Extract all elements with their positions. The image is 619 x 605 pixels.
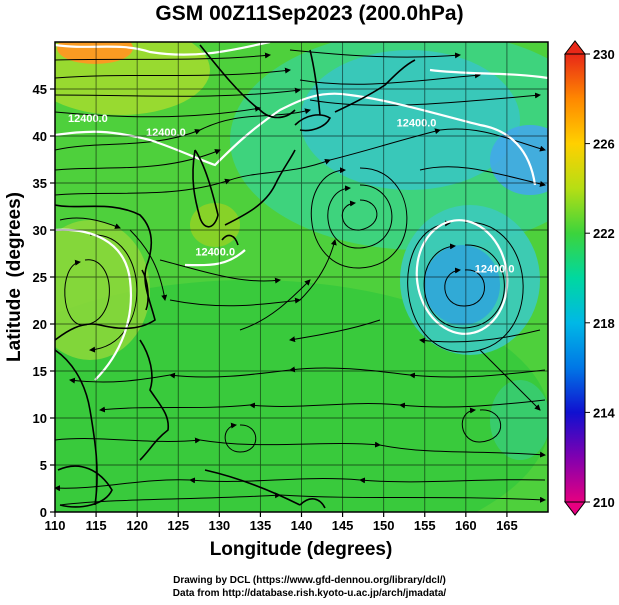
contour-label: 12400.0 xyxy=(397,118,437,130)
contour-label: 12400.0 xyxy=(195,246,235,258)
x-tick-label-135: 135 xyxy=(250,518,272,533)
x-tick-label-160: 160 xyxy=(455,518,477,533)
x-tick-label-145: 145 xyxy=(332,518,354,533)
map-plot-area: 12400.0 12400.0 12400.0 12400.0 12400.0 xyxy=(55,42,548,512)
coastline-sakhalin-kurils xyxy=(309,49,416,116)
colorbar-top-triangle xyxy=(563,40,587,55)
height-contour-west-high xyxy=(55,228,132,381)
colorbar-body xyxy=(564,53,586,503)
colorbar-tick-label: 210 xyxy=(593,495,615,510)
colorbar-tick-label: 222 xyxy=(593,226,615,241)
x-tick-label-165: 165 xyxy=(496,518,518,533)
coastlines xyxy=(55,44,416,509)
y-tick-label-10: 10 xyxy=(33,411,47,426)
height-contour-japan xyxy=(184,249,246,267)
coastline-philippines xyxy=(139,339,170,461)
temperature-field-cyan-north xyxy=(300,50,520,190)
height-contour-north-west xyxy=(55,42,271,56)
height-contours xyxy=(55,42,548,381)
x-tick-label-110: 110 xyxy=(45,518,66,533)
coastline-japan-kyushu xyxy=(221,234,239,246)
temperature-field-cool-pocket-east xyxy=(490,380,548,460)
coastline-taiwan xyxy=(141,269,149,311)
coastline-borneo xyxy=(57,465,113,508)
y-tick-label-15: 15 xyxy=(33,364,47,379)
colorbar-bottom-triangle xyxy=(563,501,587,516)
x-tick-label-130: 130 xyxy=(208,518,230,533)
height-contour-north xyxy=(55,92,537,186)
coastline-micronesia xyxy=(299,498,326,509)
colorbar-tick-label: 226 xyxy=(593,137,615,152)
x-tick-label-140: 140 xyxy=(291,518,313,533)
coastline-japan-honshu xyxy=(224,149,296,226)
coastline-asia-mainland xyxy=(55,204,156,341)
colorbar-tick-label: 218 xyxy=(593,316,615,331)
map-title: GSM 00Z11Sep2023 (200.0hPa) xyxy=(155,2,464,25)
graticule-grid xyxy=(55,42,548,512)
temperature-field-blue-northeast xyxy=(490,125,548,195)
y-tick-label-40: 40 xyxy=(33,129,47,144)
y-tick-label-45: 45 xyxy=(33,82,47,97)
coastline-russia-east xyxy=(199,44,296,119)
y-tick-label-30: 30 xyxy=(33,223,47,238)
temperature-field-blue-anticyclone xyxy=(424,245,500,325)
credit-drawing: Drawing by DCL (https://www.gfd-dennou.o… xyxy=(173,575,446,586)
coastline-new-guinea xyxy=(204,469,301,506)
y-tick-label-0: 0 xyxy=(40,505,47,520)
x-tick-label-120: 120 xyxy=(126,518,148,533)
y-tick-label-20: 20 xyxy=(33,317,47,332)
temperature-field-warm-north xyxy=(55,42,210,115)
colorbar-tick-label: 230 xyxy=(593,47,615,62)
temperature-field-warm-west xyxy=(55,220,150,360)
x-axis: 110 115 120 125 130 135 140 145 150 155 160 165 xyxy=(45,512,518,533)
contour-label: 12400.0 xyxy=(68,113,108,125)
wind-streamlines xyxy=(55,49,546,506)
contour-label: 12400.0 xyxy=(475,263,515,275)
colorbar: 230 226 222 218 214 210 xyxy=(563,40,615,516)
height-contour-northeast xyxy=(429,68,548,80)
coastline-indochina xyxy=(55,349,98,506)
y-axis: 0 5 10 15 20 25 30 35 40 45 xyxy=(33,82,55,520)
y-tick-label-35: 35 xyxy=(33,176,47,191)
y-axis-title: Latitude (degrees) xyxy=(4,192,25,362)
x-tick-label-155: 155 xyxy=(414,518,436,533)
coastline-korea xyxy=(192,149,219,228)
colorbar-ticks: 230 226 222 218 214 210 xyxy=(585,47,615,510)
credit-data-source: Data from http://database.rish.kyoto-u.a… xyxy=(172,588,447,599)
x-tick-label-125: 125 xyxy=(167,518,189,533)
coastline-hokkaido xyxy=(294,114,332,132)
y-tick-label-25: 25 xyxy=(33,270,47,285)
colorbar-tick-label: 214 xyxy=(593,405,615,420)
x-tick-label-150: 150 xyxy=(373,518,395,533)
x-tick-label-115: 115 xyxy=(86,518,107,533)
credits: Drawing by DCL (https://www.gfd-dennou.o… xyxy=(0,574,619,600)
contour-label: 12400.0 xyxy=(146,127,186,139)
y-tick-label-5: 5 xyxy=(40,458,47,473)
x-axis-title: Longitude (degrees) xyxy=(210,539,393,560)
